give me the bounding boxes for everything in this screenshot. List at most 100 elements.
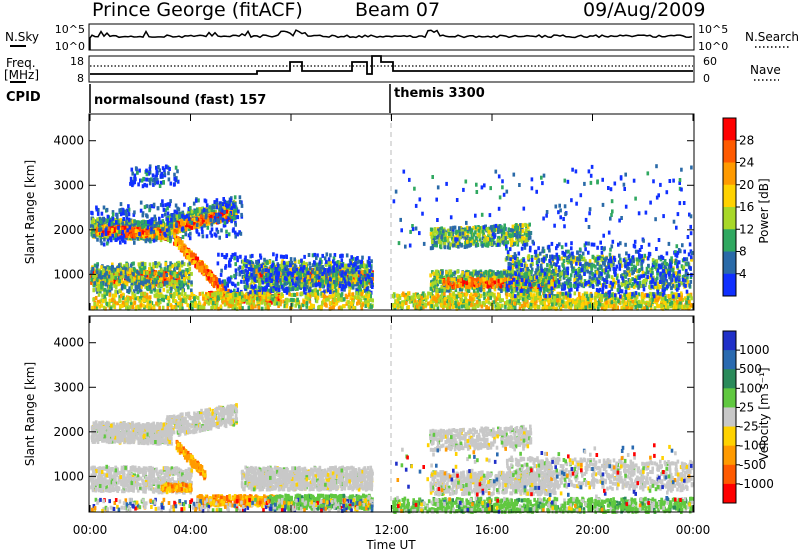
scatter-cell xyxy=(333,280,336,284)
scatter-cell xyxy=(117,237,120,241)
scatter-cell xyxy=(170,218,173,222)
scatter-cell xyxy=(237,210,240,214)
scatter-cell xyxy=(207,226,210,230)
scatter-cell xyxy=(187,285,190,289)
scatter-cell xyxy=(94,281,97,285)
scatter-cell xyxy=(148,205,151,209)
scatter-cell xyxy=(111,234,114,238)
scatter-cell xyxy=(141,220,144,224)
scatter-cell xyxy=(133,219,136,223)
scatter-cell xyxy=(115,285,118,289)
scatter-cell xyxy=(174,263,177,267)
scatter-cell xyxy=(186,249,189,253)
scatter-cell xyxy=(166,284,169,288)
scatter-cell xyxy=(348,289,351,293)
nsearch-label: N.Search xyxy=(745,30,799,44)
scatter-cell xyxy=(298,260,301,264)
scatter-cell xyxy=(132,228,135,232)
scatter-cell xyxy=(96,208,99,212)
scatter-cell xyxy=(216,202,219,206)
scatter-cell xyxy=(168,282,171,286)
scatter-cell xyxy=(195,199,198,203)
scatter-cell xyxy=(363,263,366,267)
scatter-cell xyxy=(91,220,94,224)
scatter-cell xyxy=(118,263,121,267)
scatter-cell xyxy=(121,284,124,288)
scatter-cell xyxy=(228,232,231,236)
scatter-cell xyxy=(177,288,180,292)
scatter-cell xyxy=(345,264,348,268)
scatter-cell xyxy=(311,270,314,274)
scatter-cell xyxy=(190,280,193,284)
scatter-cell xyxy=(128,212,131,216)
scatter-cell xyxy=(180,221,183,225)
scatter-cell xyxy=(112,212,115,216)
scatter-cell xyxy=(218,236,221,240)
scatter-cell xyxy=(176,214,179,218)
scatter-cell xyxy=(111,228,114,232)
scatter-cell xyxy=(181,260,184,264)
scatter-cell xyxy=(146,271,149,275)
scatter-cell xyxy=(110,273,113,277)
scatter-cell xyxy=(180,284,183,288)
scatter-cell xyxy=(122,236,125,240)
scatter-cell xyxy=(150,227,153,231)
scatter-cell xyxy=(111,268,114,272)
scatter-cell xyxy=(100,239,103,243)
scatter-cell xyxy=(303,273,306,277)
scatter-cell xyxy=(133,278,136,282)
scatter-cell xyxy=(100,286,103,290)
scatter-cell xyxy=(188,217,191,221)
cpid-segment-1: normalsound (fast) 157 xyxy=(94,93,266,108)
scatter-cell xyxy=(154,278,157,282)
scatter-cell xyxy=(124,240,127,244)
scatter-cell xyxy=(127,204,130,208)
scatter-cell xyxy=(140,201,143,205)
scatter-cell xyxy=(103,206,106,210)
scatter-cell xyxy=(286,261,289,265)
scatter-cell xyxy=(104,288,107,292)
scatter-cell xyxy=(140,209,143,213)
scatter-cell xyxy=(112,217,115,221)
scatter-cell xyxy=(141,225,144,229)
scatter-cell xyxy=(90,270,93,274)
scatter-cell xyxy=(102,268,105,272)
nave-label: Nave xyxy=(750,63,781,77)
scatter-cell xyxy=(300,284,303,288)
scatter-cell xyxy=(189,267,192,271)
scatter-cell xyxy=(160,220,163,224)
scatter-cell xyxy=(186,255,189,259)
scatter-cell xyxy=(140,270,143,274)
scatter-cell xyxy=(202,234,205,238)
scatter-cell xyxy=(144,205,147,209)
scatter-cell xyxy=(92,288,95,292)
scatter-cell xyxy=(126,263,129,267)
scatter-cell xyxy=(189,232,192,236)
scatter-cell xyxy=(178,214,181,218)
scatter-cell xyxy=(210,234,213,238)
scatter-cell xyxy=(105,228,108,232)
scatter-cell xyxy=(154,261,157,265)
scatter-cell xyxy=(237,215,240,219)
scatter-cell xyxy=(158,262,161,266)
scatter-cell xyxy=(138,232,141,236)
scatter-cell xyxy=(115,220,118,224)
scatter-cell xyxy=(212,278,215,282)
cpid-label: CPID xyxy=(6,90,41,105)
scatter-cell xyxy=(197,198,200,202)
scatter-cell xyxy=(145,239,148,243)
scatter-cell xyxy=(206,203,209,207)
scatter-cell xyxy=(203,224,206,228)
scatter-cell xyxy=(139,227,142,231)
scatter-cell xyxy=(95,229,98,233)
scatter-cell xyxy=(154,215,157,219)
scatter-cell xyxy=(163,288,166,292)
scatter-cell xyxy=(143,266,146,270)
scatter-cell xyxy=(303,261,306,265)
scatter-cell xyxy=(229,213,232,217)
scatter-cell xyxy=(161,227,164,231)
scatter-cell xyxy=(188,276,191,280)
scatter-cell xyxy=(196,209,199,213)
scatter-cell xyxy=(211,223,214,227)
scatter-cell xyxy=(118,279,121,283)
